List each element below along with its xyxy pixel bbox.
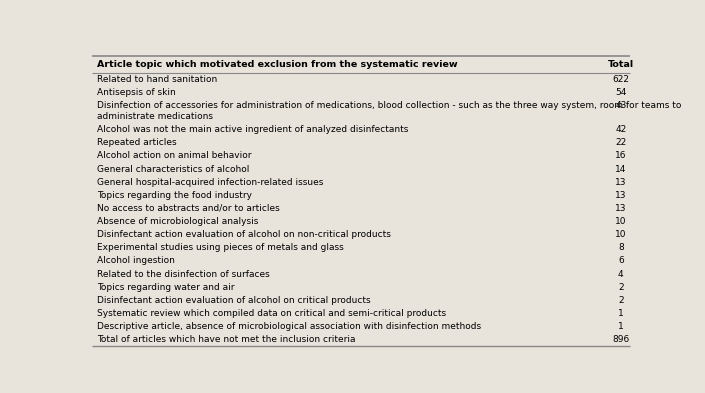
Text: 4: 4 bbox=[618, 270, 624, 279]
Text: 2: 2 bbox=[618, 283, 624, 292]
Text: 43: 43 bbox=[615, 101, 627, 110]
Text: 13: 13 bbox=[615, 204, 627, 213]
Text: Alcohol ingestion: Alcohol ingestion bbox=[97, 256, 175, 265]
Text: Disinfectant action evaluation of alcohol on critical products: Disinfectant action evaluation of alcoho… bbox=[97, 296, 371, 305]
Text: 54: 54 bbox=[615, 88, 627, 97]
Text: Antisepsis of skin: Antisepsis of skin bbox=[97, 88, 176, 97]
Text: Alcohol was not the main active ingredient of analyzed disinfectants: Alcohol was not the main active ingredie… bbox=[97, 125, 408, 134]
Text: Descriptive article, absence of microbiological association with disinfection me: Descriptive article, absence of microbio… bbox=[97, 322, 481, 331]
Text: 896: 896 bbox=[612, 335, 630, 344]
Text: 6: 6 bbox=[618, 256, 624, 265]
Text: No access to abstracts and/or to articles: No access to abstracts and/or to article… bbox=[97, 204, 280, 213]
Text: General hospital-acquired infection-related issues: General hospital-acquired infection-rela… bbox=[97, 178, 323, 187]
Text: 13: 13 bbox=[615, 178, 627, 187]
Text: 10: 10 bbox=[615, 217, 627, 226]
Text: Alcohol action on animal behavior: Alcohol action on animal behavior bbox=[97, 151, 252, 160]
Text: Absence of microbiological analysis: Absence of microbiological analysis bbox=[97, 217, 258, 226]
Text: Disinfectant action evaluation of alcohol on non-critical products: Disinfectant action evaluation of alcoho… bbox=[97, 230, 391, 239]
Text: 14: 14 bbox=[615, 165, 627, 174]
Text: Disinfection of accessories for administration of medications, blood collection : Disinfection of accessories for administ… bbox=[97, 101, 681, 121]
Text: 8: 8 bbox=[618, 243, 624, 252]
Text: 1: 1 bbox=[618, 322, 624, 331]
Text: General characteristics of alcohol: General characteristics of alcohol bbox=[97, 165, 250, 174]
Text: Total: Total bbox=[608, 60, 634, 69]
Text: Topics regarding water and air: Topics regarding water and air bbox=[97, 283, 234, 292]
Text: Related to hand sanitation: Related to hand sanitation bbox=[97, 75, 217, 84]
Text: 13: 13 bbox=[615, 191, 627, 200]
Text: 622: 622 bbox=[613, 75, 630, 84]
Text: 16: 16 bbox=[615, 151, 627, 160]
Text: Total of articles which have not met the inclusion criteria: Total of articles which have not met the… bbox=[97, 335, 355, 344]
Text: 22: 22 bbox=[615, 138, 627, 147]
Text: Repeated articles: Repeated articles bbox=[97, 138, 176, 147]
Text: Experimental studies using pieces of metals and glass: Experimental studies using pieces of met… bbox=[97, 243, 343, 252]
Text: Systematic review which compiled data on critical and semi-critical products: Systematic review which compiled data on… bbox=[97, 309, 446, 318]
Text: 2: 2 bbox=[618, 296, 624, 305]
Text: Related to the disinfection of surfaces: Related to the disinfection of surfaces bbox=[97, 270, 269, 279]
Text: Topics regarding the food industry: Topics regarding the food industry bbox=[97, 191, 252, 200]
Text: Article topic which motivated exclusion from the systematic review: Article topic which motivated exclusion … bbox=[97, 60, 458, 69]
Text: 42: 42 bbox=[615, 125, 627, 134]
Text: 10: 10 bbox=[615, 230, 627, 239]
Text: 1: 1 bbox=[618, 309, 624, 318]
